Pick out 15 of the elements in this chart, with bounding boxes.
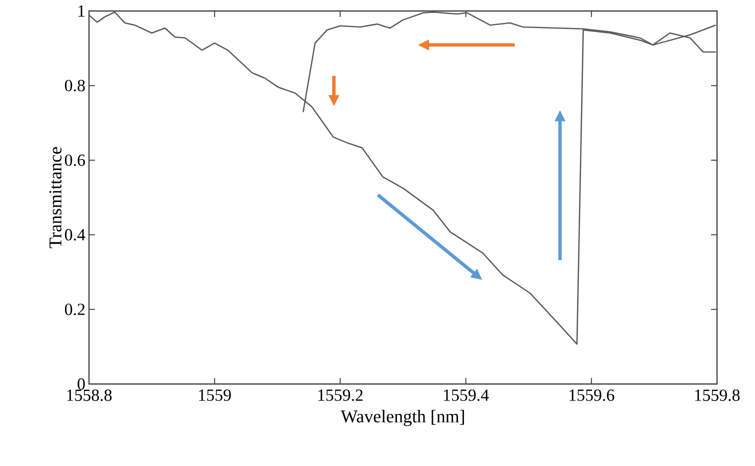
line-series [89,11,716,345]
y-axis-title: Transmittance [49,147,62,248]
x-tick-label: 1559.4 [444,390,489,401]
y-tick-label: 0.4 [64,229,86,241]
x-tick-label: 1559.8 [695,390,740,402]
y-tick-label: 1 [78,5,84,17]
y-tick-label: 0 [78,378,85,390]
y-tick-label: 0.2 [64,304,85,316]
x-tick-label: 1558.8 [67,390,112,402]
y-tick-label: 0.8 [64,80,85,92]
x-tick-label: 1559.2 [318,390,363,401]
x-tick-label: 1559 [199,390,231,401]
y-tick-label: 0.6 [64,154,85,166]
x-axis-title: Wavelength [nm] [340,410,464,426]
x-tick-label: 1559.6 [570,390,614,401]
